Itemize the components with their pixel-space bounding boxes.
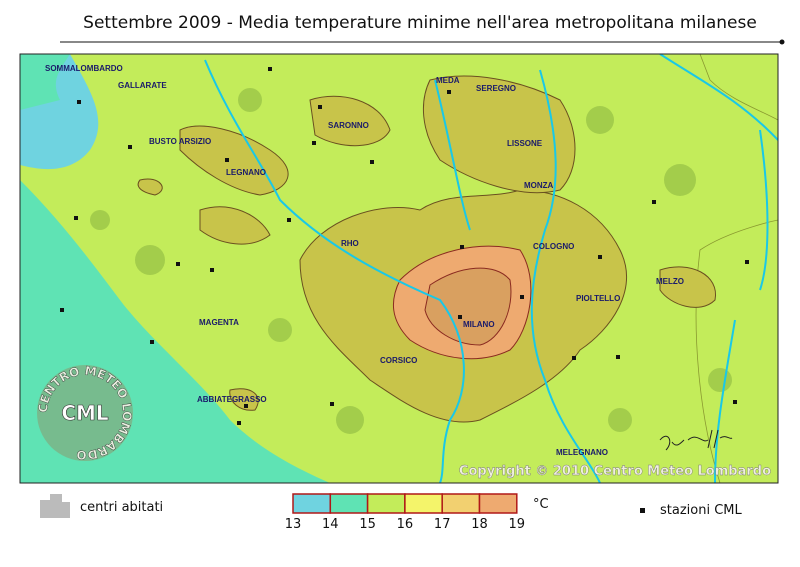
scale-tick-label: 15 [359, 517, 376, 532]
scale-box [404, 493, 443, 514]
settlements-label: centri abitati [80, 500, 163, 515]
unit-label: °C [533, 497, 549, 512]
texture [90, 88, 732, 434]
town-label: LEGNANO [226, 168, 266, 177]
station-icon [640, 508, 645, 513]
title: Settembre 2009 - Media temperature minim… [83, 13, 757, 33]
scale-tick-label: 14 [322, 517, 339, 532]
town-label: ABBIATEGRASSO [197, 395, 267, 404]
town-label: CORSICO [380, 356, 417, 365]
signature [659, 429, 733, 451]
rivers [204, 54, 778, 483]
town-label: SARONNO [328, 121, 369, 130]
town-label: GALLARATE [118, 81, 167, 90]
scale-box [478, 493, 518, 514]
urban-core [392, 245, 532, 360]
town-label: MONZA [524, 181, 554, 190]
town-label: MEDA [436, 76, 460, 85]
logo: CENTRO METEO LOMBARDO CML [36, 363, 135, 462]
town-label: BUSTO ARSIZIO [149, 137, 211, 146]
scale-tick-label: 16 [397, 517, 414, 532]
scale-tick-label: 17 [434, 517, 451, 532]
town-label: RHO [341, 239, 359, 248]
town-label: MAGENTA [199, 318, 239, 327]
zone-14-15b [20, 54, 70, 110]
logo-center: CML [61, 401, 109, 425]
scale-box [292, 493, 332, 514]
legend: centri abitati °C stazioni CML 13 14 15 16 1… [40, 493, 743, 532]
rule-dot [779, 39, 785, 45]
map [19, 53, 779, 484]
settlement-icon [40, 494, 70, 518]
town-label: MELEGNANO [556, 448, 608, 457]
town-label: MILANO [463, 320, 495, 329]
scale-box [441, 493, 481, 514]
town-label: SEREGNO [476, 84, 516, 93]
town-labels: SOMMALOMBARDO GALLARATE BUSTO ARSIZIO LE… [45, 64, 684, 457]
scale-tick-label: 13 [285, 517, 302, 532]
stations-label: stazioni CML [660, 503, 743, 518]
town-label: MELZO [656, 277, 684, 286]
scale-box [366, 493, 406, 514]
town-label: LISSONE [507, 139, 543, 148]
scale-tick-label: 19 [509, 517, 526, 532]
town-label: COLOGNO [533, 242, 574, 251]
scale-box [329, 493, 369, 514]
town-label: SOMMALOMBARDO [45, 64, 123, 73]
town-label: PIOLTELLO [576, 294, 620, 303]
stations [60, 67, 749, 425]
scale-tick-label: 18 [471, 517, 488, 532]
copyright: Copyright © 2010 Centro Meteo Lombardo [459, 464, 771, 479]
